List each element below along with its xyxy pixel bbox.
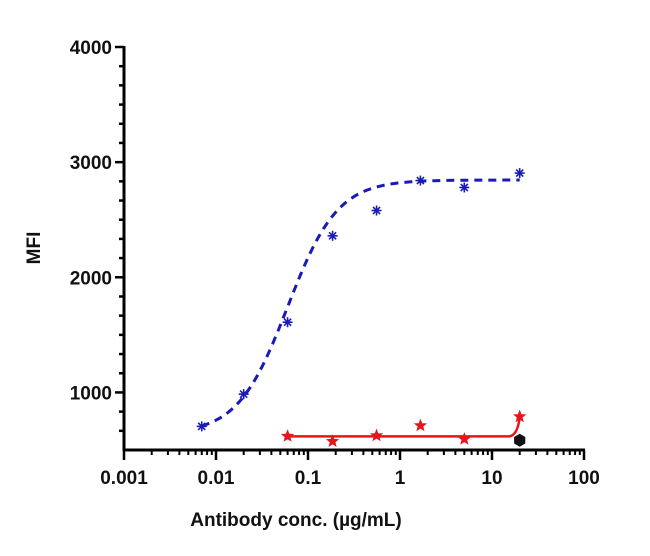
x-tick-label: 0.001 — [100, 468, 148, 489]
data-point — [415, 175, 426, 186]
data-point — [514, 168, 525, 179]
data-point — [514, 433, 526, 447]
series-filled-hexagon-2 — [514, 433, 526, 447]
y-tick-label: 1000 — [70, 383, 112, 404]
y-tick-label: 2000 — [70, 268, 112, 289]
data-point — [282, 317, 293, 328]
x-tick-label: 1 — [395, 468, 406, 489]
fit-line — [287, 416, 521, 438]
data-point — [196, 421, 207, 432]
x-tick-label: 100 — [568, 468, 600, 489]
y-axis: 1000 2000 3000 4000 — [70, 38, 126, 451]
y-tick-label: 3000 — [70, 153, 112, 174]
data-point — [459, 182, 470, 193]
data-point — [457, 432, 471, 445]
plot-area — [196, 168, 527, 447]
x-tick-label: 0.1 — [295, 468, 322, 489]
data-point — [238, 389, 249, 400]
data-point — [513, 409, 527, 423]
y-axis-title: MFI — [24, 232, 45, 265]
data-point — [369, 428, 384, 442]
x-axis: 0.001 0.01 0.1 1 10 100 — [100, 448, 600, 489]
x-tick-label: 10 — [481, 468, 502, 489]
y-tick-label: 4000 — [70, 38, 112, 59]
data-point — [413, 418, 428, 432]
data-point — [280, 429, 295, 442]
series-star-1 — [280, 409, 527, 447]
data-point — [327, 230, 338, 241]
x-axis-title: Antibody conc. (µg/mL) — [190, 510, 402, 531]
data-point — [371, 205, 382, 216]
data-point — [325, 434, 340, 447]
x-tick-label: 0.01 — [198, 468, 235, 489]
series-asterisk-0 — [196, 168, 525, 432]
fit-curve — [201, 178, 520, 428]
